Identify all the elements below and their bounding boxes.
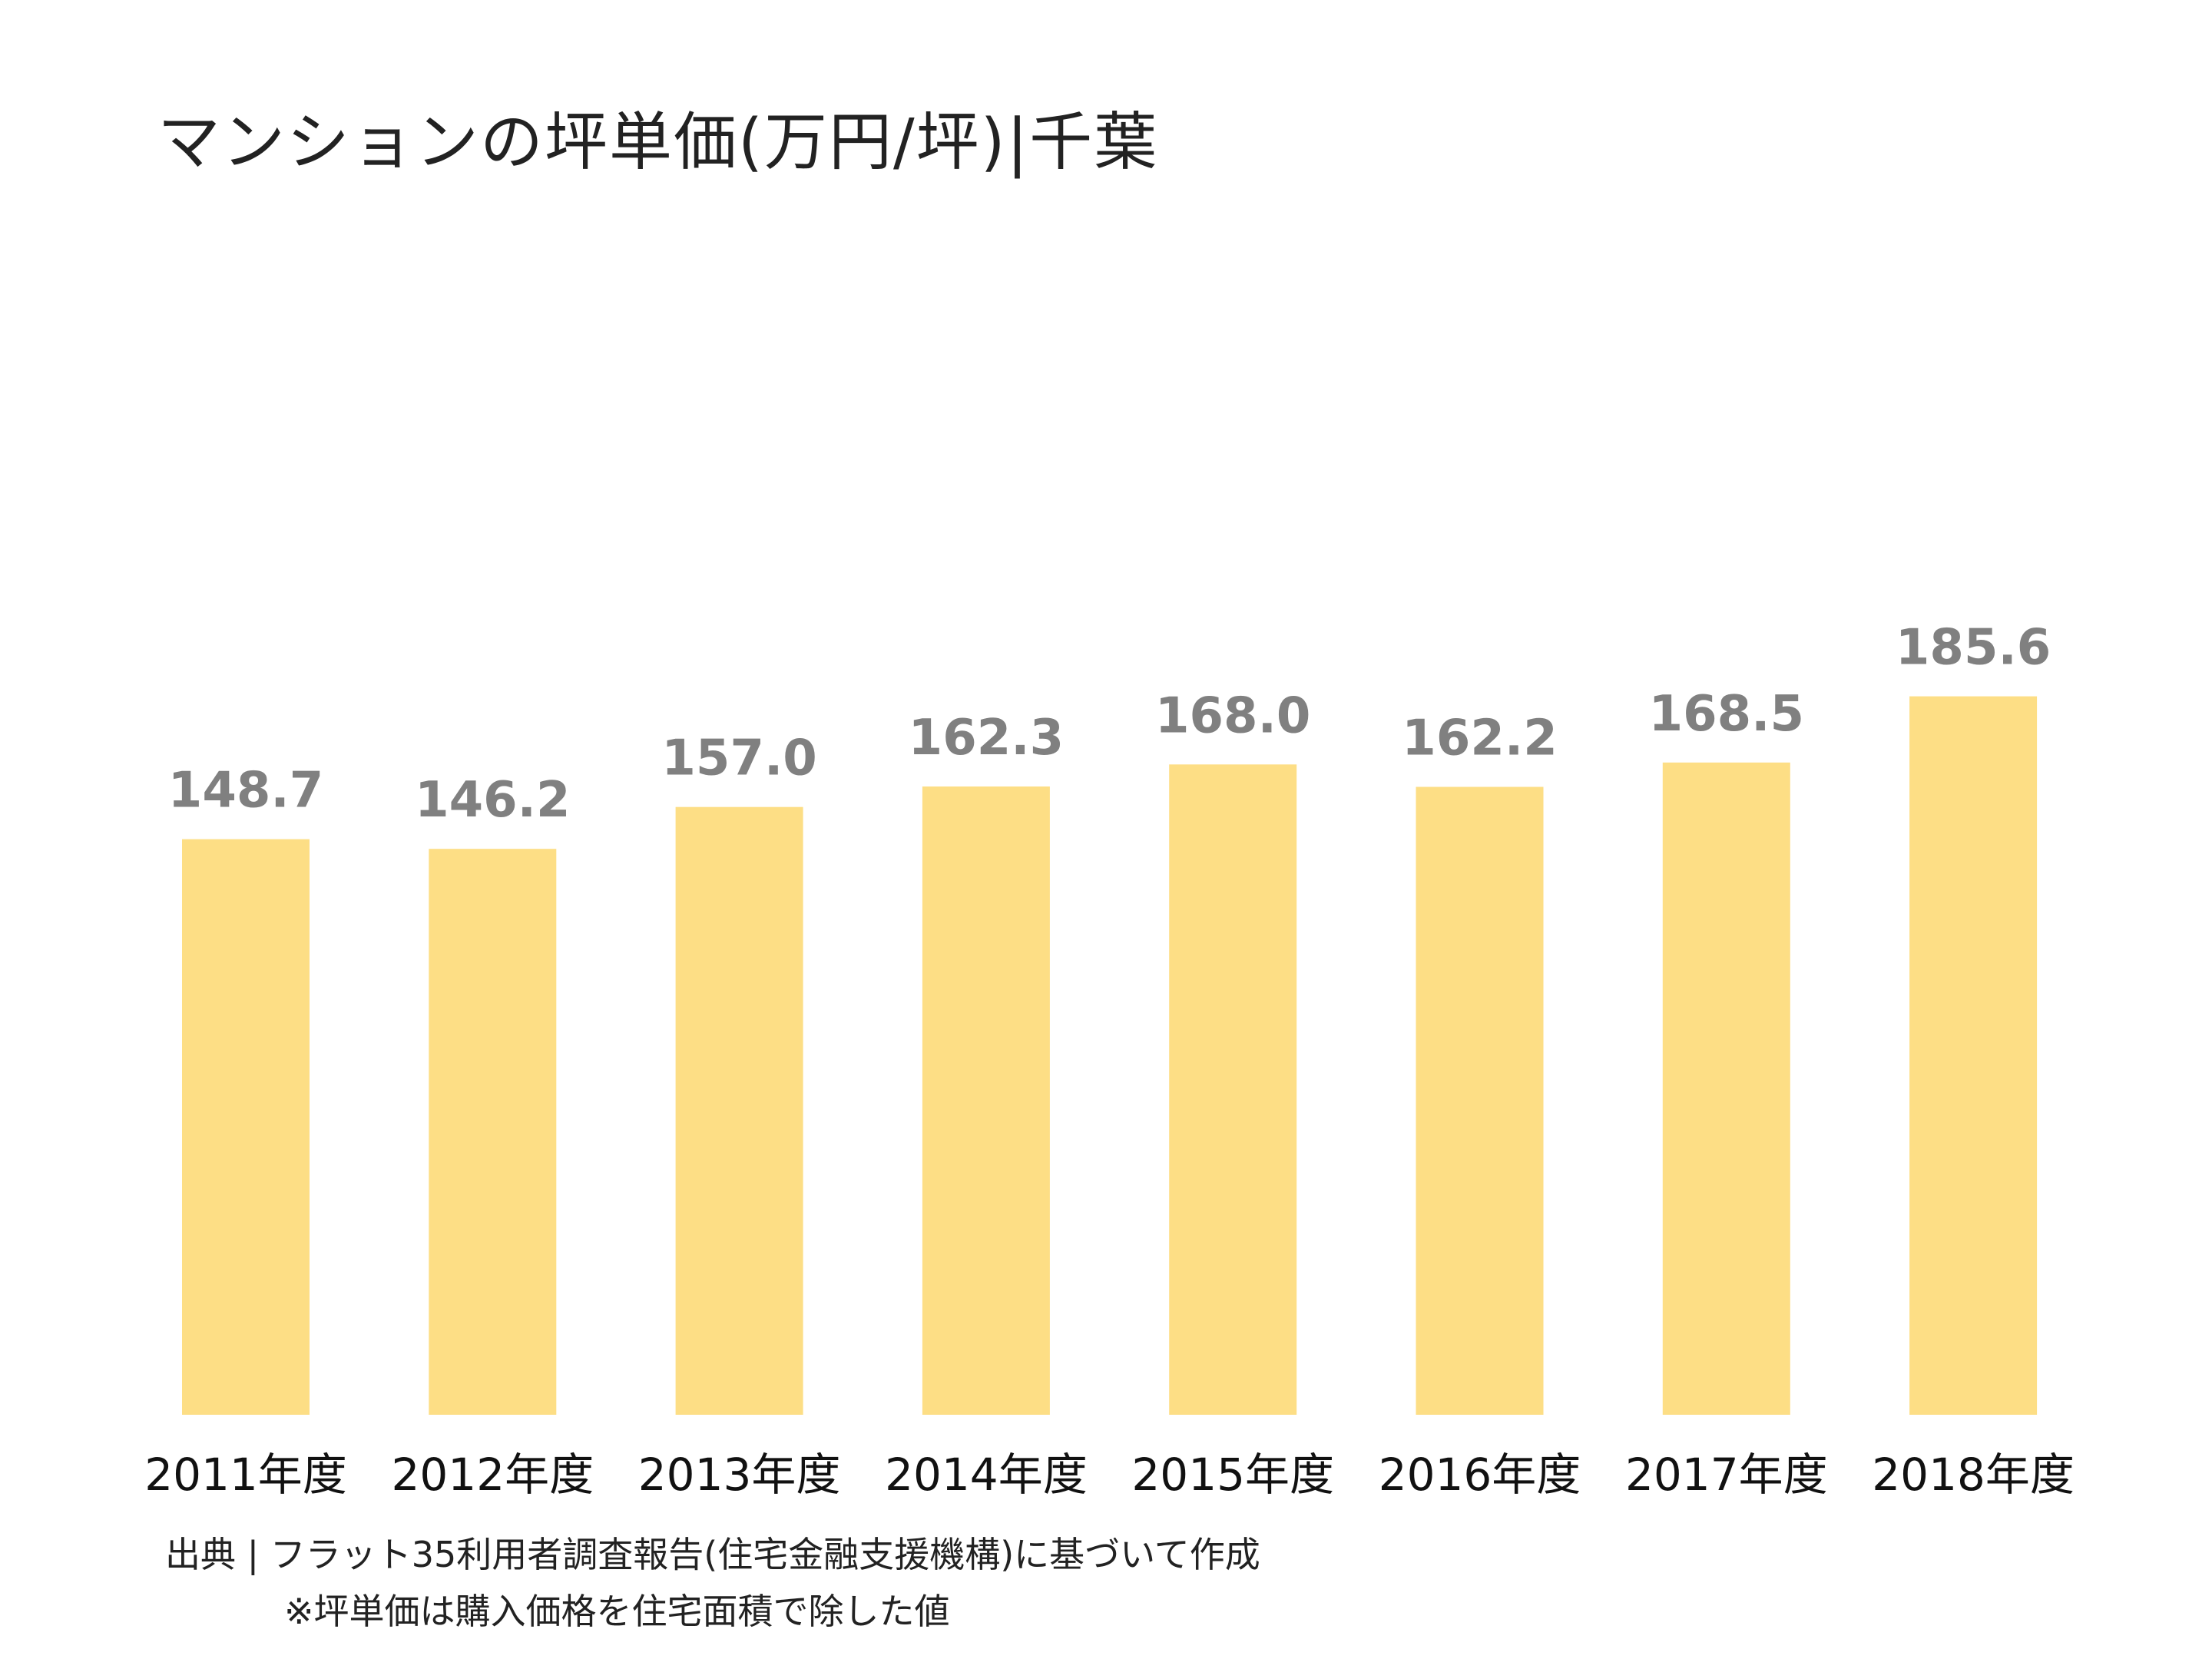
value-label-2012年度: 146.2 [415,772,570,829]
bar-2015年度 [1169,764,1297,1415]
value-label-2015年度: 168.0 [1155,687,1310,744]
x-tick-labels-layer: 2011年度 2012年度 2013年度 2014年度 2015年度 2016年度 2017… [144,1449,2075,1501]
value-label-2016年度: 162.2 [1402,710,1557,767]
bar-2012年度 [429,849,557,1415]
value-labels-layer: 148.7 146.2 157.0 162.3 168.0 162.2 168.5 185.6 [168,620,2051,830]
x-tick-label-2012年度: 2012年度 [391,1449,594,1501]
x-tick-label-2011年度: 2011年度 [144,1449,347,1501]
source-note: 出典 | フラット35利用者調査報告(住宅金融支援機構)に基づいて作成 [165,1534,1260,1575]
bar-2016年度 [1416,786,1544,1415]
chart-title: マンションの坪単価(万円/坪)|千葉 [157,106,1159,179]
x-tick-label-2013年度: 2013年度 [638,1449,841,1501]
bars-layer [182,696,2038,1415]
bar-2011年度 [182,839,310,1415]
value-label-2014年度: 162.3 [909,710,1064,767]
value-label-2018年度: 185.6 [1896,620,2051,677]
x-tick-label-2018年度: 2018年度 [1872,1449,2075,1501]
x-tick-label-2017年度: 2017年度 [1625,1449,1828,1501]
x-tick-label-2014年度: 2014年度 [885,1449,1088,1501]
bar-2014年度 [922,786,1050,1415]
bar-2013年度 [675,806,803,1415]
x-tick-label-2015年度: 2015年度 [1131,1449,1334,1501]
footnote: ※坪単価は購入価格を住宅面積で除した値 [284,1591,950,1632]
x-tick-label-2016年度: 2016年度 [1379,1449,1581,1501]
bar-2017年度 [1662,762,1790,1415]
value-label-2013年度: 157.0 [661,730,816,787]
value-label-2011年度: 148.7 [168,763,323,820]
value-label-2017年度: 168.5 [1649,686,1804,743]
bar-2018年度 [1909,696,2038,1415]
